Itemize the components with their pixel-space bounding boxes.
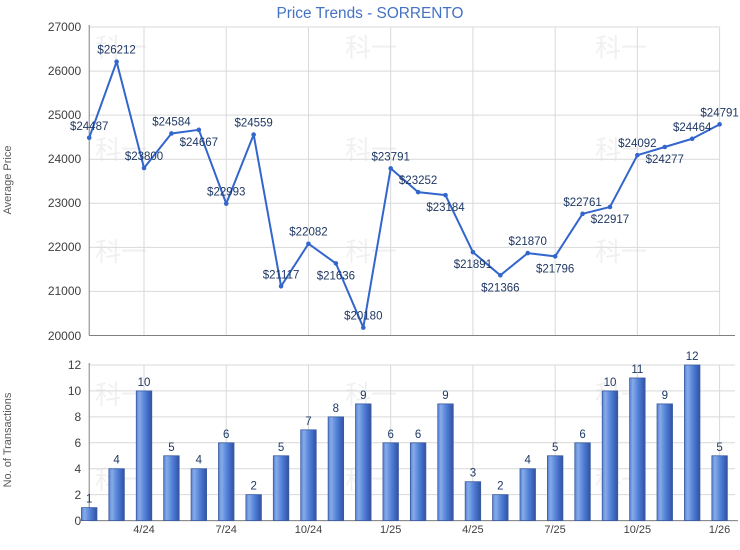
- svg-text:$21366: $21366: [481, 282, 519, 294]
- svg-text:4: 4: [525, 455, 532, 467]
- svg-text:$24464: $24464: [673, 122, 712, 134]
- svg-text:$24559: $24559: [234, 118, 272, 130]
- svg-text:5: 5: [552, 442, 558, 454]
- svg-text:$21891: $21891: [454, 259, 492, 271]
- svg-text:2: 2: [497, 481, 503, 493]
- svg-text:$24791: $24791: [700, 107, 738, 119]
- svg-text:$23252: $23252: [399, 175, 437, 187]
- svg-text:$22993: $22993: [207, 187, 245, 199]
- svg-text:$21636: $21636: [317, 270, 355, 282]
- svg-text:9: 9: [442, 390, 448, 402]
- svg-text:$20180: $20180: [344, 311, 382, 323]
- svg-text:$23800: $23800: [125, 151, 163, 163]
- svg-text:6: 6: [387, 429, 393, 441]
- svg-text:$26212: $26212: [97, 45, 135, 57]
- svg-text:$23184: $23184: [426, 202, 465, 214]
- svg-text:2: 2: [250, 481, 256, 493]
- svg-text:$23791: $23791: [372, 151, 410, 163]
- svg-text:$21870: $21870: [509, 236, 547, 248]
- svg-text:4: 4: [113, 455, 120, 467]
- svg-text:$22917: $22917: [591, 214, 629, 226]
- svg-text:12: 12: [686, 351, 699, 363]
- svg-text:3: 3: [470, 468, 476, 480]
- svg-text:9: 9: [662, 390, 668, 402]
- svg-text:$24487: $24487: [70, 121, 108, 133]
- svg-text:5: 5: [278, 442, 284, 454]
- svg-text:$24584: $24584: [152, 116, 191, 128]
- svg-text:6: 6: [579, 429, 585, 441]
- svg-text:6: 6: [223, 429, 229, 441]
- svg-text:5: 5: [168, 442, 174, 454]
- svg-text:11: 11: [631, 364, 643, 376]
- svg-text:$21117: $21117: [263, 269, 300, 281]
- svg-text:8: 8: [333, 403, 339, 415]
- svg-text:4: 4: [196, 455, 203, 467]
- svg-text:$24667: $24667: [180, 137, 218, 149]
- svg-text:5: 5: [716, 442, 722, 454]
- svg-text:$21796: $21796: [536, 263, 574, 275]
- svg-text:1: 1: [86, 494, 92, 506]
- svg-text:$22082: $22082: [289, 227, 327, 239]
- svg-text:$22761: $22761: [563, 197, 601, 209]
- svg-text:7: 7: [305, 416, 311, 428]
- svg-text:10: 10: [138, 377, 151, 389]
- svg-text:10: 10: [604, 377, 617, 389]
- svg-text:6: 6: [415, 429, 421, 441]
- svg-text:$24277: $24277: [646, 154, 684, 166]
- svg-text:$24092: $24092: [618, 138, 656, 150]
- svg-text:9: 9: [360, 390, 366, 402]
